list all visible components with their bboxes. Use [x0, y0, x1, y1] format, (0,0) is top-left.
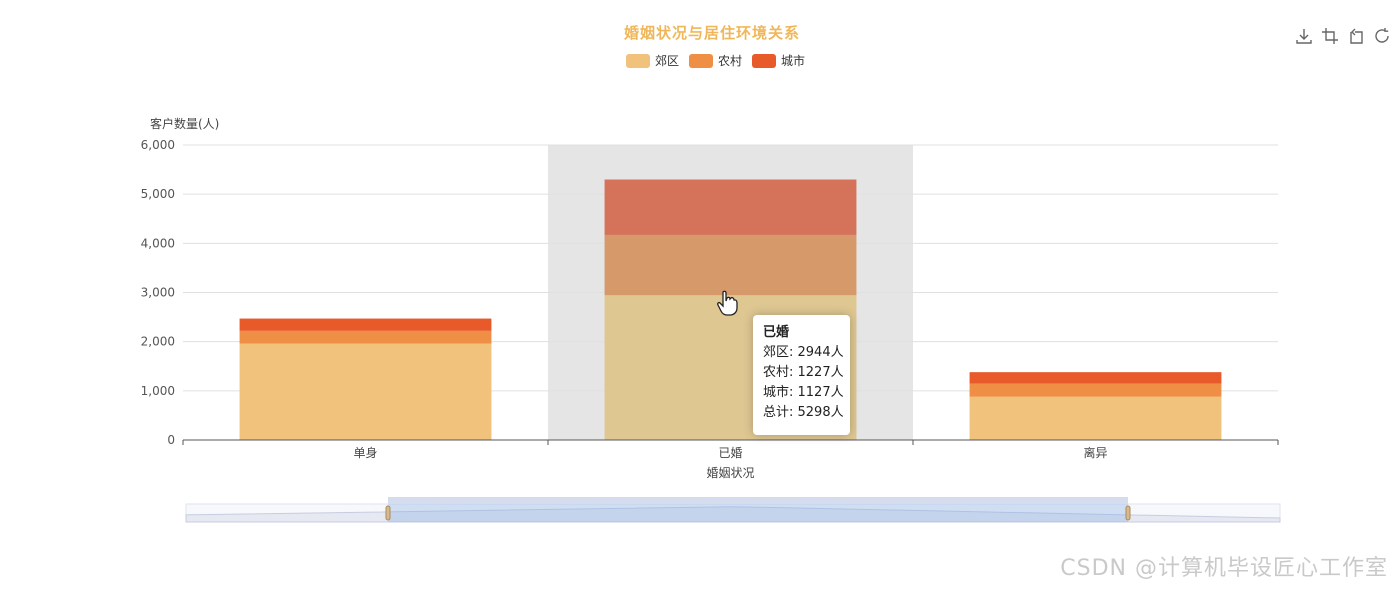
- y-tick-label: 1,000: [141, 384, 175, 398]
- tooltip-title: 已婚: [763, 325, 790, 340]
- x-axis-title: 婚姻状况: [706, 465, 754, 480]
- datazoom-handle-left[interactable]: [385, 505, 391, 521]
- refresh-icon[interactable]: [1372, 26, 1392, 46]
- y-tick-label: 0: [167, 433, 175, 447]
- download-icon[interactable]: [1294, 26, 1314, 46]
- y-tick-label: 4,000: [141, 236, 175, 250]
- crop-icon[interactable]: [1320, 26, 1340, 46]
- datazoom-handle-right[interactable]: [1125, 505, 1131, 521]
- legend-swatch-rural: [689, 53, 714, 68]
- legend-item-suburb[interactable]: 郊区: [626, 52, 679, 69]
- datazoom-window-bar[interactable]: [388, 497, 1128, 504]
- x-tick-label: 单身: [353, 445, 377, 460]
- toolbox: [1294, 26, 1392, 46]
- y-axis-title: 客户数量(人): [150, 116, 219, 131]
- x-tick-label: 离异: [1083, 445, 1107, 460]
- datazoom-window[interactable]: [388, 504, 1128, 522]
- x-tick-label: 已婚: [718, 446, 742, 460]
- legend-label-rural: 农村: [718, 54, 743, 68]
- tooltip: 已婚 郊区: 2944人 农村: 1227人 城市: 1127人 总计: 529…: [753, 315, 850, 435]
- legend-item-rural[interactable]: 农村: [689, 52, 742, 69]
- undo-icon[interactable]: [1346, 26, 1366, 46]
- chart-title: 婚姻状况与居住环境关系: [623, 24, 800, 42]
- legend: 郊区 农村 城市: [626, 52, 815, 69]
- y-tick-label: 6,000: [141, 138, 175, 152]
- y-tick-label: 3,000: [141, 286, 175, 300]
- bar-农村-单身[interactable]: [239, 330, 492, 344]
- hand-cursor-icon: [717, 290, 738, 316]
- tooltip-line-suburb: 郊区: 2944人: [763, 345, 844, 360]
- bar-农村-已婚[interactable]: [604, 234, 857, 296]
- tooltip-line-rural: 农村: 1227人: [763, 365, 844, 380]
- legend-label-city: 城市: [781, 54, 806, 68]
- watermark: CSDN @计算机毕设匠心工作室: [1060, 556, 1388, 581]
- bar-城市-单身[interactable]: [239, 318, 492, 331]
- bar-城市-离异[interactable]: [969, 372, 1222, 384]
- tooltip-line-city: 城市: 1127人: [763, 385, 844, 400]
- legend-item-city[interactable]: 城市: [752, 52, 805, 69]
- y-tick-label: 5,000: [141, 187, 175, 201]
- legend-label-suburb: 郊区: [655, 54, 680, 68]
- legend-swatch-city: [752, 53, 777, 68]
- datazoom-thumbnail: [185, 506, 1281, 523]
- bar-郊区-离异[interactable]: [969, 396, 1222, 440]
- legend-swatch-suburb: [626, 53, 650, 68]
- tooltip-line-total: 总计: 5298人: [763, 405, 844, 420]
- bar-郊区-单身[interactable]: [239, 343, 492, 440]
- y-tick-label: 2,000: [141, 335, 175, 349]
- bar-农村-离异[interactable]: [969, 383, 1222, 397]
- bar-城市-已婚[interactable]: [604, 179, 857, 235]
